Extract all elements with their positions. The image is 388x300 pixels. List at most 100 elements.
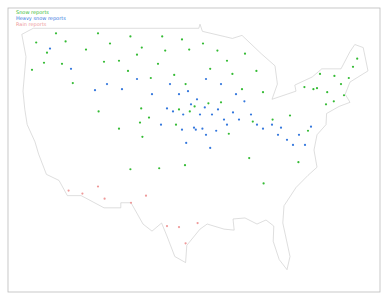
- report-point: [220, 83, 222, 85]
- report-point: [65, 40, 67, 42]
- report-point: [81, 193, 83, 195]
- report-point: [292, 144, 294, 146]
- report-point: [97, 185, 99, 187]
- report-point: [262, 91, 264, 93]
- report-point: [201, 128, 203, 130]
- report-point: [340, 83, 342, 85]
- report-point: [205, 78, 207, 80]
- report-point: [189, 110, 191, 112]
- report-point: [145, 195, 147, 197]
- report-point: [49, 47, 51, 49]
- report-point: [298, 134, 300, 136]
- report-point: [263, 182, 265, 184]
- report-point: [231, 73, 233, 75]
- report-point: [129, 35, 131, 37]
- report-point: [238, 118, 240, 120]
- report-point: [158, 167, 160, 169]
- report-point: [262, 128, 264, 130]
- report-point: [193, 127, 195, 129]
- report-point: [178, 226, 180, 228]
- report-point: [185, 142, 187, 144]
- report-point: [289, 114, 291, 116]
- report-point: [182, 113, 184, 115]
- report-point: [220, 101, 222, 103]
- point-series: [49, 47, 312, 149]
- report-point: [356, 58, 358, 60]
- report-point: [140, 107, 142, 109]
- report-point: [235, 93, 237, 95]
- report-point: [352, 66, 354, 68]
- report-point: [205, 134, 207, 136]
- report-point: [166, 225, 168, 227]
- report-point: [217, 108, 219, 110]
- report-point: [185, 83, 187, 85]
- report-point: [209, 68, 211, 70]
- report-point: [226, 60, 228, 62]
- report-point: [173, 74, 175, 76]
- report-point: [325, 103, 327, 105]
- report-point: [185, 242, 187, 244]
- report-point: [207, 102, 209, 104]
- report-point: [199, 113, 201, 115]
- point-series: [68, 185, 199, 244]
- report-point: [348, 77, 350, 79]
- report-point: [197, 222, 199, 224]
- report-point: [141, 136, 143, 138]
- report-point: [277, 134, 279, 136]
- report-point: [319, 73, 321, 75]
- report-point: [139, 122, 141, 124]
- report-point: [106, 83, 108, 85]
- report-point: [307, 130, 309, 132]
- map: Snow reportsHeavy snow reportsRain repor…: [0, 0, 388, 300]
- report-point: [211, 113, 213, 115]
- report-point: [190, 103, 192, 105]
- report-point: [35, 41, 37, 43]
- point-series: [31, 32, 358, 184]
- country-outline: [22, 24, 368, 269]
- report-point: [196, 98, 198, 100]
- report-point: [194, 105, 196, 107]
- report-point: [178, 108, 180, 110]
- report-point: [160, 124, 162, 126]
- report-point: [255, 70, 257, 72]
- report-point: [43, 62, 45, 64]
- report-point: [232, 111, 234, 113]
- report-point: [286, 139, 288, 141]
- report-point: [157, 63, 159, 65]
- report-point: [272, 118, 274, 120]
- report-point: [121, 88, 123, 90]
- report-point: [248, 157, 250, 159]
- report-point: [130, 202, 132, 204]
- report-point: [46, 52, 48, 54]
- report-point: [343, 94, 345, 96]
- report-point: [118, 60, 120, 62]
- report-point: [70, 68, 72, 70]
- report-point: [31, 69, 33, 71]
- report-point: [103, 61, 105, 63]
- report-point: [175, 124, 177, 126]
- report-point: [85, 48, 87, 50]
- report-point: [250, 113, 252, 115]
- report-point: [184, 164, 186, 166]
- report-point: [169, 83, 171, 85]
- report-point: [172, 110, 174, 112]
- report-point: [161, 35, 163, 37]
- report-point: [333, 75, 335, 77]
- report-point: [148, 116, 150, 118]
- report-point: [216, 50, 218, 52]
- report-point: [195, 129, 197, 131]
- report-point: [215, 130, 217, 132]
- report-point: [188, 48, 190, 50]
- report-point: [55, 32, 57, 34]
- report-point: [127, 70, 129, 72]
- report-point: [226, 124, 228, 126]
- report-point: [166, 107, 168, 109]
- report-point: [141, 46, 143, 48]
- legend-entry: Rain reports: [16, 21, 47, 28]
- report-point: [252, 121, 254, 123]
- report-point: [136, 78, 138, 80]
- legend: Snow reportsHeavy snow reportsRain repor…: [16, 9, 66, 28]
- report-point: [97, 32, 99, 34]
- report-point: [129, 168, 131, 170]
- report-point: [109, 42, 111, 44]
